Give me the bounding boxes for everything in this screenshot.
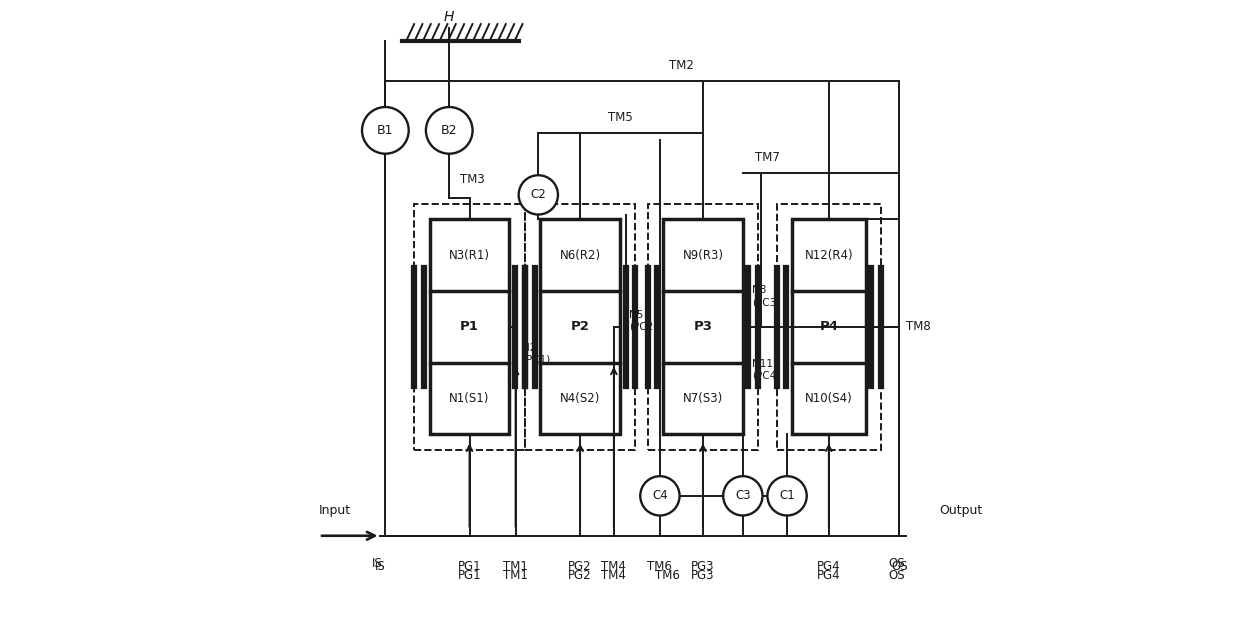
Text: N8
(PC3): N8 (PC3) — [751, 286, 780, 307]
Text: Input: Input — [319, 504, 351, 517]
Text: PG1: PG1 — [458, 569, 481, 582]
Text: TM6: TM6 — [647, 560, 672, 573]
Text: B2: B2 — [441, 124, 458, 137]
Polygon shape — [663, 220, 743, 434]
Text: PG4: PG4 — [817, 560, 841, 573]
Polygon shape — [792, 220, 866, 434]
Text: TM7: TM7 — [755, 151, 780, 164]
Text: PG2: PG2 — [568, 560, 591, 573]
Text: OS: OS — [888, 569, 905, 582]
Text: TM4: TM4 — [601, 569, 626, 582]
Text: TM1: TM1 — [503, 560, 528, 573]
Text: N6(R2): N6(R2) — [559, 249, 600, 262]
Circle shape — [362, 107, 409, 154]
Text: TM1: TM1 — [503, 569, 528, 582]
Text: Output: Output — [940, 504, 982, 517]
Text: N5
(PC2): N5 (PC2) — [629, 310, 657, 331]
Circle shape — [640, 476, 680, 515]
Circle shape — [425, 107, 472, 154]
Text: PG3: PG3 — [691, 560, 714, 573]
Text: C1: C1 — [779, 489, 795, 502]
Text: IS: IS — [372, 557, 383, 570]
Polygon shape — [541, 220, 620, 434]
Text: TM4: TM4 — [601, 560, 626, 573]
Text: P4: P4 — [820, 320, 838, 333]
Text: N9(R3): N9(R3) — [682, 249, 723, 262]
Text: C3: C3 — [735, 489, 750, 502]
Text: B1: B1 — [377, 124, 393, 137]
Circle shape — [768, 476, 807, 515]
Text: PG1: PG1 — [458, 560, 481, 573]
Text: TM5: TM5 — [608, 111, 632, 124]
Text: N7(S3): N7(S3) — [683, 392, 723, 405]
Text: IS: IS — [374, 560, 386, 573]
Text: TM8: TM8 — [905, 320, 930, 333]
Text: PG2: PG2 — [568, 569, 591, 582]
Text: TM3: TM3 — [460, 173, 485, 186]
Text: H: H — [444, 10, 454, 23]
Text: N11
(PC4): N11 (PC4) — [751, 359, 780, 381]
Text: N4(S2): N4(S2) — [560, 392, 600, 405]
Text: N2
(PC1): N2 (PC1) — [522, 343, 551, 365]
Text: OS: OS — [888, 557, 905, 570]
Text: TM6: TM6 — [656, 569, 681, 582]
Text: P3: P3 — [693, 320, 713, 333]
Text: P2: P2 — [570, 320, 589, 333]
Text: N3(R1): N3(R1) — [449, 249, 490, 262]
Text: P1: P1 — [460, 320, 479, 333]
Text: OS: OS — [892, 560, 908, 573]
Polygon shape — [429, 220, 510, 434]
Text: PG4: PG4 — [817, 569, 841, 582]
Text: N12(R4): N12(R4) — [805, 249, 853, 262]
Circle shape — [518, 175, 558, 215]
Text: PG3: PG3 — [691, 569, 714, 582]
Text: C2: C2 — [531, 188, 546, 201]
Text: N10(S4): N10(S4) — [805, 392, 853, 405]
Text: TM2: TM2 — [670, 59, 694, 72]
Text: N1(S1): N1(S1) — [449, 392, 490, 405]
Circle shape — [723, 476, 763, 515]
Text: C4: C4 — [652, 489, 668, 502]
